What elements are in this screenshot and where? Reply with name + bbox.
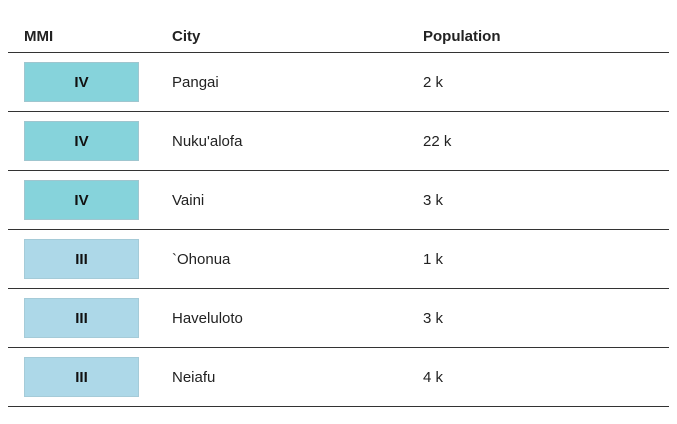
- city-cell: Haveluloto: [172, 288, 423, 348]
- population-cell: 1 k: [423, 229, 669, 289]
- mmi-badge: III: [24, 239, 139, 279]
- intensity-table-container: MMI City Population IV Pangai 2 k IV Nuk…: [8, 20, 669, 407]
- mmi-badge: IV: [24, 180, 139, 220]
- table-header-row: MMI City Population: [8, 20, 669, 53]
- population-cell: 3 k: [423, 170, 669, 230]
- mmi-cell: IV: [8, 170, 172, 230]
- table-row: IV Pangai 2 k: [8, 52, 669, 112]
- mmi-cell: IV: [8, 52, 172, 112]
- header-mmi: MMI: [8, 20, 172, 53]
- mmi-badge: III: [24, 357, 139, 397]
- mmi-cell: IV: [8, 111, 172, 171]
- mmi-badge: IV: [24, 62, 139, 102]
- population-cell: 4 k: [423, 347, 669, 407]
- table-row: III Neiafu 4 k: [8, 347, 669, 407]
- mmi-badge: III: [24, 298, 139, 338]
- population-cell: 2 k: [423, 52, 669, 112]
- population-cell: 22 k: [423, 111, 669, 171]
- population-cell: 3 k: [423, 288, 669, 348]
- table-row: III `Ohonua 1 k: [8, 229, 669, 289]
- city-cell: Pangai: [172, 52, 423, 112]
- table-row: IV Nuku'alofa 22 k: [8, 111, 669, 171]
- mmi-badge: IV: [24, 121, 139, 161]
- city-cell: Vaini: [172, 170, 423, 230]
- table-row: III Haveluloto 3 k: [8, 288, 669, 348]
- header-population: Population: [423, 20, 669, 53]
- mmi-cell: III: [8, 229, 172, 289]
- mmi-cell: III: [8, 347, 172, 407]
- mmi-cell: III: [8, 288, 172, 348]
- city-cell: `Ohonua: [172, 229, 423, 289]
- header-city: City: [172, 20, 423, 53]
- table-row: IV Vaini 3 k: [8, 170, 669, 230]
- city-cell: Nuku'alofa: [172, 111, 423, 171]
- city-cell: Neiafu: [172, 347, 423, 407]
- intensity-table: MMI City Population IV Pangai 2 k IV Nuk…: [8, 20, 669, 407]
